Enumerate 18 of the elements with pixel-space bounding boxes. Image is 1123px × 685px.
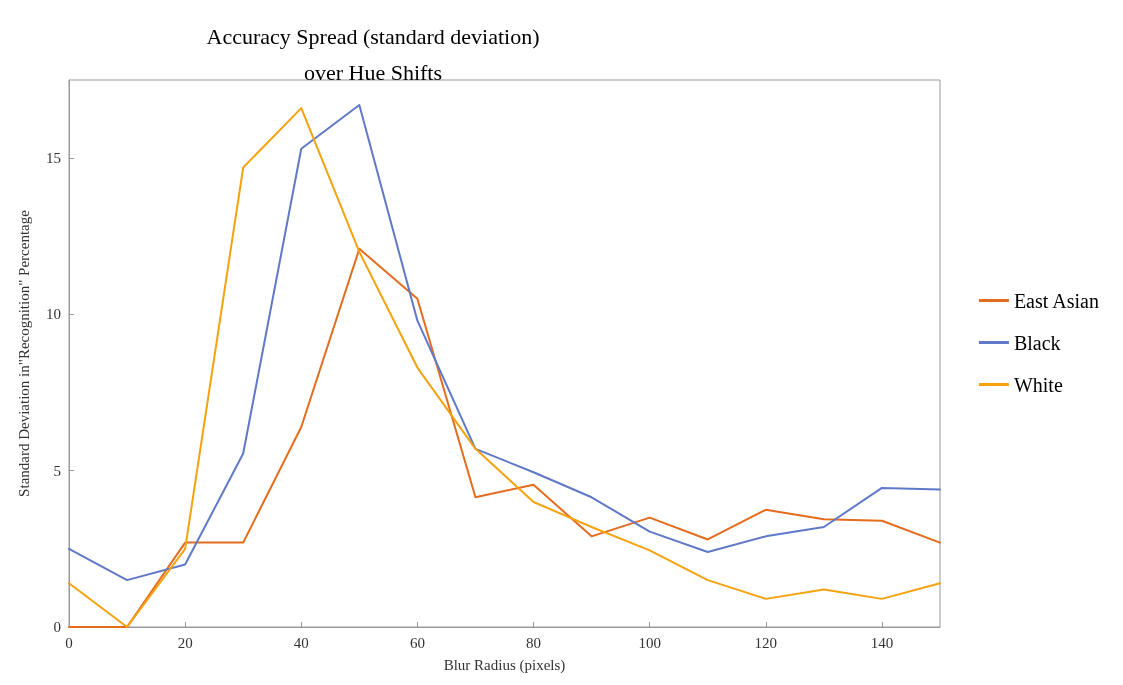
y-axis-title: Standard Deviation in"Recognition" Percentage	[15, 209, 32, 497]
x-tick-label: 0	[65, 634, 73, 651]
x-tick-label: 120	[754, 634, 778, 651]
x-tick-label: 100	[638, 634, 661, 651]
x-tick-label: 60	[409, 634, 425, 651]
y-tick-label: 5	[53, 462, 61, 479]
x-axis-title: Blur Radius (pixels)	[443, 656, 566, 674]
y-tick-label: 15	[46, 150, 61, 167]
y-tick-label: 10	[46, 306, 61, 323]
x-tick-label: 20	[177, 634, 193, 651]
x-tick-label: 140	[870, 634, 894, 651]
chart-title: Accuracy Spread (standard deviation) over Hue Shifts	[206, 23, 540, 85]
legend-label: Black	[1013, 331, 1061, 354]
y-tick-label: 0	[53, 619, 61, 635]
x-tick-label: 80	[526, 634, 542, 651]
legend-label: East Asian	[1013, 289, 1099, 312]
legend-label: White	[1013, 373, 1063, 396]
x-tick-label: 40	[293, 634, 309, 651]
